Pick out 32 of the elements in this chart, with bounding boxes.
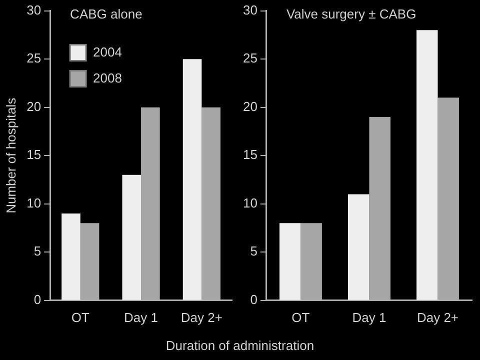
bar [62, 214, 80, 300]
y-axis-title: Number of hospitals [3, 97, 18, 214]
x-axis-title: Duration of administration [164, 338, 316, 353]
y-tick-label: 30 [242, 2, 258, 18]
x-tick-label: OT [292, 310, 310, 325]
y-tick-label: 5 [34, 244, 42, 259]
legend-label: 2008 [93, 70, 122, 86]
y-tick-label: 15 [242, 147, 258, 162]
bar [416, 30, 438, 300]
bar [279, 223, 301, 300]
bar [182, 59, 202, 300]
y-tick-label: 0 [34, 292, 42, 307]
y-tick-label: 20 [242, 98, 258, 114]
x-tick-label: Day 1 [124, 310, 158, 325]
y-tick-label: 25 [26, 50, 42, 66]
y-tick-label: 20 [26, 98, 42, 114]
y-tick-label: 15 [26, 147, 42, 162]
bar [122, 174, 142, 300]
x-tick-label: Day 1 [352, 310, 386, 325]
x-tick-label: Day 2+ [180, 310, 222, 325]
y-tick-label: 10 [242, 195, 258, 210]
bar [348, 194, 370, 300]
y-tick-label: 30 [26, 2, 42, 18]
legend-label: 2004 [93, 44, 122, 60]
chart-title: Valve surgery ± CABG [286, 6, 416, 22]
y-tick-label: 10 [26, 195, 42, 210]
chart-title: CABG alone [70, 6, 142, 22]
x-tick-label: OT [71, 310, 90, 325]
y-tick-label: 25 [242, 50, 258, 66]
x-tick-label: Day 2+ [416, 310, 459, 325]
y-tick-label: 5 [250, 244, 258, 259]
y-tick-label: 0 [250, 292, 258, 307]
